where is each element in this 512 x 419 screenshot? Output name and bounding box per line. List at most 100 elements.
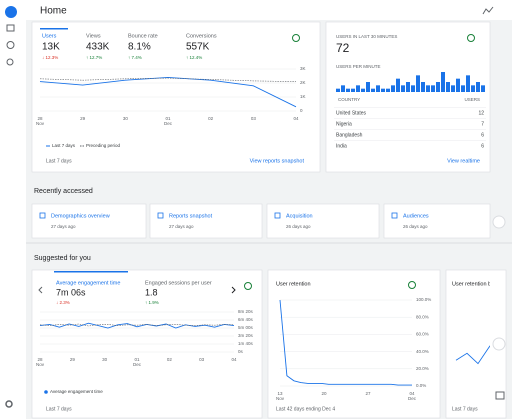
x-tick-label: 29 [80,116,86,121]
clipped-card: User retention by country Last 7 days [452,281,512,412]
next-button[interactable] [231,286,236,294]
bar [411,85,415,92]
x-tick-label: Nov [276,396,285,401]
item-label: Acquisition [286,213,313,219]
x-tick-label: 28 [37,116,43,121]
compare-button[interactable] [244,282,252,290]
bar [406,82,410,92]
reports-icon[interactable] [6,24,15,32]
advertising-icon[interactable] [6,58,14,66]
y-tick-label: 2K [300,80,306,85]
metric-label: Views [86,33,101,39]
section-title: Suggested for you [34,255,91,262]
column-header: COUNTRY [338,97,360,102]
bar [341,85,345,92]
bar [466,75,470,92]
item-icon [274,212,281,219]
tab-indicator [54,271,128,273]
bar [421,82,425,92]
x-tick-label: 30 [123,116,129,121]
bar [456,78,460,92]
compare-button[interactable] [292,34,300,42]
x-tick-label: 20 [321,391,327,396]
bar [451,85,455,92]
x-tick-label: 02 [167,357,173,362]
bar [416,75,420,92]
line-series [39,77,297,82]
period-selector: Last 7 days [46,158,72,164]
item-time: 26 days ago [286,224,311,229]
next-button[interactable] [492,337,506,351]
line-series [279,299,412,386]
y-tick-label: 1K [300,94,306,99]
insights-icon[interactable] [482,6,494,15]
recent-card[interactable] [31,203,147,239]
legend-swatch [44,390,48,394]
compare-button[interactable] [467,34,475,42]
metric-change: ↑ 12.4% [186,55,202,60]
card-footer: Last 42 days ending Dec 4 [276,406,335,412]
x-tick-label: 29 [70,357,76,362]
bar [351,88,355,92]
line-series [39,322,235,329]
compare-button[interactable] [408,281,416,289]
bar [481,85,485,92]
tab-indicator [40,28,68,30]
legend-label: Last 7 days [52,143,76,148]
realtime-card [325,21,491,173]
metric-change: ↓ 12.3% [42,55,58,60]
metric-change: ↓ 2.3% [56,300,70,305]
realtime-title: USERS IN LAST 30 MINUTES [336,34,397,39]
bar [431,85,435,92]
metric-label: Users [42,33,57,39]
line-series [39,76,297,108]
y-tick-label: 8m 20s [238,309,254,314]
y-tick-label: 60.0% [416,332,429,337]
explore-icon[interactable] [6,41,15,49]
y-tick-label: 0s [238,349,244,354]
item-time: 27 days ago [169,224,194,229]
x-tick-label: 04 [231,357,237,362]
realtime-value: 72 [336,41,350,55]
view-link[interactable]: View reports snapshot [250,158,305,164]
bar [366,82,370,92]
country-name: Bangladesh [336,132,363,138]
prev-button[interactable] [38,286,43,294]
bar [391,85,395,92]
country-users: 6 [481,132,484,138]
metric-change: ↑ 12.7% [86,55,102,60]
next-button[interactable] [492,215,506,229]
recent-card[interactable] [149,203,263,239]
country-name: United States [336,110,367,116]
x-tick-label: 13 [277,391,283,396]
metric-label: Bounce rate [128,33,158,39]
recent-card[interactable] [383,203,491,239]
metric-change: ↑ 1.9% [145,300,159,305]
feedback-icon[interactable] [495,391,505,400]
country-users: 6 [481,143,484,149]
recent-card[interactable] [266,203,380,239]
bar [441,72,445,92]
bar [426,85,430,92]
settings-icon[interactable] [5,400,13,408]
bar [396,78,400,92]
bar [361,88,365,92]
card-title: User retention by country [452,281,512,287]
column-header: USERS [464,97,480,102]
country-name: India [336,143,347,149]
period-selector: Last 7 days [46,406,72,412]
x-tick-label: 01 [134,357,140,362]
bar [381,88,385,92]
home-icon[interactable] [5,6,17,18]
line-series [39,323,235,327]
legend-label: Average engagement time [50,389,103,394]
metric-label: Conversions [186,33,217,39]
metric-value: 8.1% [128,42,151,53]
x-tick-label: 28 [37,357,43,362]
x-tick-label: Dec [164,121,173,126]
period-selector: Last 7 days [452,406,478,412]
view-link[interactable]: View realtime [447,158,480,164]
y-tick-label: 3K [300,66,306,71]
bar [386,88,390,92]
metric-value: 433K [86,42,110,53]
